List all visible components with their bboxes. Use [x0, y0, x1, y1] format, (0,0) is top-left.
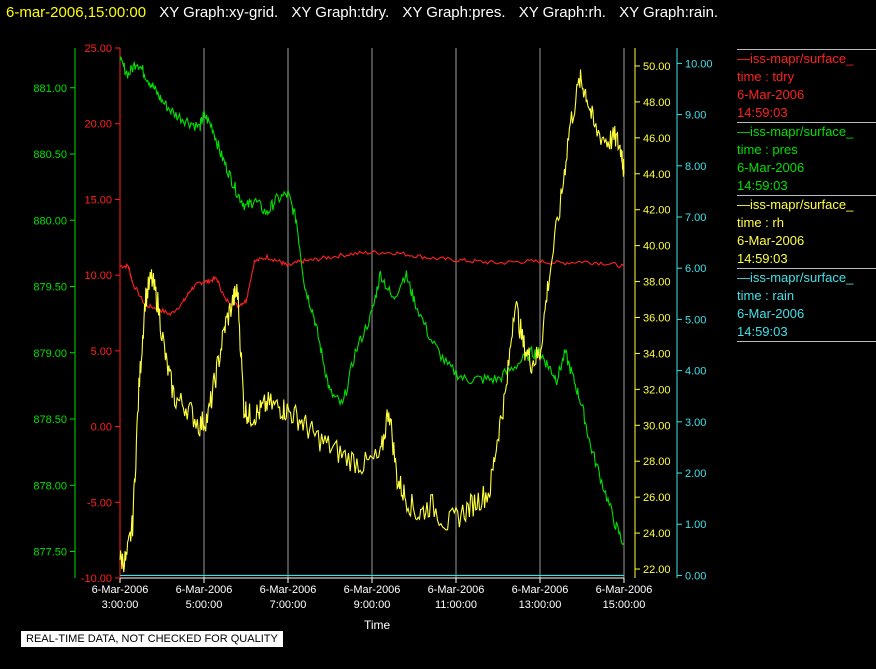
rh-tick-label: 44.00	[643, 169, 671, 181]
x-tick-time: 11:00:00	[435, 599, 477, 611]
rh-tick-label: 34.00	[643, 348, 671, 360]
x-tick-time: 9:00:00	[354, 599, 391, 611]
tdry-tick-label: 20.00	[84, 119, 112, 131]
legend: —iss-mapr/surface_ time : tdry 6-Mar-200…	[737, 49, 876, 342]
x-tick-date: 6-Mar-2006	[428, 584, 485, 596]
pres-tick-label: 878.00	[33, 480, 67, 492]
series-line-tdry	[120, 249, 625, 317]
graph-label-rain[interactable]: XY Graph:rain.	[619, 4, 719, 21]
x-tick-date: 6-Mar-2006	[176, 584, 233, 596]
rain-tick-label: 9.00	[685, 110, 706, 122]
legend-entry-rh[interactable]: —iss-mapr/surface_ time : rh 6-Mar-2006 …	[737, 195, 876, 268]
legend-time: 14:59:03	[737, 105, 788, 120]
rh-tick-label: 26.00	[643, 492, 671, 504]
rain-tick-label: 0.00	[685, 570, 706, 582]
legend-time: 14:59:03	[737, 251, 788, 266]
header-title: 6-mar-2006,15:00:00 XY Graph:xy-grid. XY…	[6, 4, 718, 21]
rh-tick-label: 22.00	[643, 564, 671, 576]
tdry-tick-label: -5.00	[87, 497, 112, 509]
pres-tick-label: 878.50	[33, 414, 67, 426]
tdry-tick-label: 0.00	[91, 422, 112, 434]
legend-date: 6-Mar-2006	[737, 160, 805, 175]
pres-tick-label: 879.00	[33, 348, 67, 360]
rh-tick-label: 30.00	[643, 420, 671, 432]
legend-entry-tdry[interactable]: —iss-mapr/surface_ time : tdry 6-Mar-200…	[737, 49, 876, 122]
rain-tick-label: 3.00	[685, 417, 706, 429]
x-tick-date: 6-Mar-2006	[344, 584, 401, 596]
pres-tick-label: 879.50	[33, 282, 67, 294]
x-tick-date: 6-Mar-2006	[260, 584, 317, 596]
x-tick-date: 6-Mar-2006	[512, 584, 569, 596]
graph-label-tdry[interactable]: XY Graph:tdry.	[291, 4, 390, 21]
legend-entry-pres[interactable]: —iss-mapr/surface_ time : pres 6-Mar-200…	[737, 122, 876, 195]
legend-variable: time : pres	[737, 142, 798, 157]
legend-variable: time : rh	[737, 215, 784, 230]
graph-label-rh[interactable]: XY Graph:rh.	[518, 4, 606, 21]
legend-date: 6-Mar-2006	[737, 233, 805, 248]
rh-tick-label: 36.00	[643, 312, 671, 324]
rh-tick-label: 46.00	[643, 133, 671, 145]
quality-note: REAL-TIME DATA, NOT CHECKED FOR QUALITY	[20, 630, 284, 648]
rain-tick-label: 10.00	[685, 58, 713, 70]
x-tick-time: 13:00:00	[519, 599, 562, 611]
series-line-pres	[119, 56, 625, 546]
rain-tick-label: 4.00	[685, 366, 706, 378]
legend-variable: time : tdry	[737, 69, 795, 84]
x-tick-date: 6-Mar-2006	[92, 584, 149, 596]
pres-tick-label: 880.50	[33, 149, 67, 161]
rain-tick-label: 1.00	[685, 519, 706, 531]
rh-tick-label: 48.00	[643, 97, 671, 109]
rh-tick-label: 32.00	[643, 384, 671, 396]
tdry-tick-label: 10.00	[84, 270, 112, 282]
rain-tick-label: 7.00	[685, 212, 706, 224]
x-axis-title: Time	[364, 618, 391, 632]
rh-tick-label: 40.00	[643, 241, 671, 253]
tdry-tick-label: 5.00	[91, 346, 112, 358]
rh-tick-label: 50.00	[643, 61, 671, 73]
legend-time: 14:59:03	[737, 178, 788, 193]
rh-tick-label: 38.00	[643, 277, 671, 289]
x-tick-time: 3:00:00	[102, 599, 139, 611]
legend-time: 14:59:03	[737, 324, 788, 339]
graph-label-pres[interactable]: XY Graph:pres.	[402, 4, 506, 21]
legend-date: 6-Mar-2006	[737, 87, 805, 102]
tdry-tick-label: 25.00	[84, 43, 112, 55]
rh-tick-label: 42.00	[643, 205, 671, 217]
x-tick-time: 5:00:00	[186, 599, 223, 611]
legend-source: —iss-mapr/surface_	[737, 124, 854, 139]
pres-tick-label: 877.50	[33, 547, 67, 559]
x-tick-time: 15:00:00	[603, 599, 646, 611]
pres-tick-label: 881.00	[33, 83, 67, 95]
header-timestamp: 6-mar-2006,15:00:00	[6, 4, 147, 21]
rain-tick-label: 8.00	[685, 161, 706, 173]
rain-tick-label: 2.00	[685, 468, 706, 480]
legend-date: 6-Mar-2006	[737, 306, 805, 321]
legend-variable: time : rain	[737, 288, 795, 303]
tdry-tick-label: -10.00	[81, 573, 112, 585]
rain-tick-label: 6.00	[685, 263, 706, 275]
x-tick-time: 7:00:00	[270, 599, 307, 611]
pres-tick-label: 880.00	[33, 215, 67, 227]
legend-source: —iss-mapr/surface_	[737, 51, 854, 66]
rain-tick-label: 5.00	[685, 314, 706, 326]
tdry-tick-label: 15.00	[84, 194, 112, 206]
legend-source: —iss-mapr/surface_	[737, 270, 854, 285]
legend-source: —iss-mapr/surface_	[737, 197, 854, 212]
legend-entry-rain[interactable]: —iss-mapr/surface_ time : rain 6-Mar-200…	[737, 268, 876, 342]
graph-label-xy-grid[interactable]: XY Graph:xy-grid.	[159, 4, 279, 21]
series-line-rh	[119, 69, 625, 573]
rh-tick-label: 28.00	[643, 456, 671, 468]
rh-tick-label: 24.00	[643, 528, 671, 540]
x-tick-date: 6-Mar-2006	[596, 584, 653, 596]
